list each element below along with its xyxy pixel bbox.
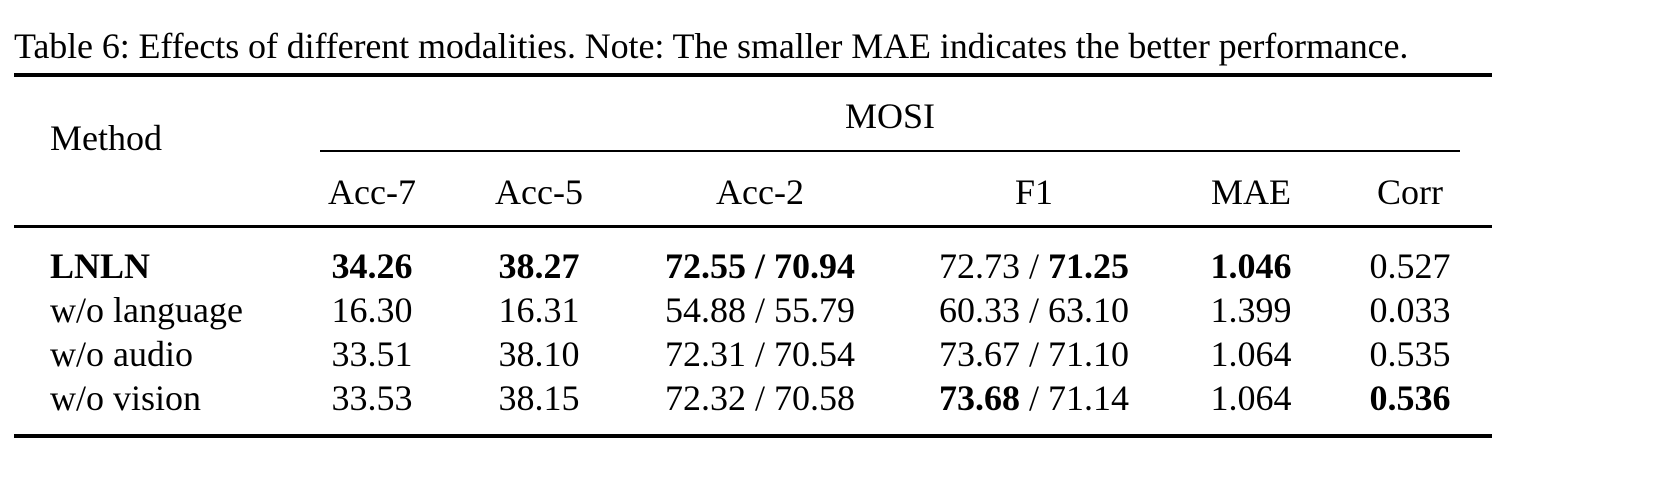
row-method: LNLN xyxy=(50,246,151,286)
cell-value: 72.32 / 70.58 xyxy=(664,378,856,418)
cell-value: 1.046 xyxy=(1210,246,1292,286)
table-cell: 73.68 / 71.14 xyxy=(939,378,1129,418)
cell-value: 1.064 xyxy=(1210,378,1292,418)
table-cell: 1.064 xyxy=(1211,334,1292,374)
cell-value: 71.25 xyxy=(1048,246,1130,286)
cell-value: 54.88 / 55.79 xyxy=(664,290,856,330)
bottom-rule xyxy=(14,434,1492,438)
cell-value: 34.26 xyxy=(331,246,413,286)
cell-value: 0.527 xyxy=(1369,246,1451,286)
table-caption: Table 6: Effects of different modalities… xyxy=(14,26,1409,66)
table-cell: 54.88 / 55.79 xyxy=(665,290,855,330)
cell-value: 0.536 xyxy=(1369,378,1451,418)
table-cell: 16.31 xyxy=(499,290,580,330)
cell-value: 0.535 xyxy=(1369,334,1451,374)
cell-value: 72.55 / 70.94 xyxy=(664,246,856,286)
cell-value: 1.064 xyxy=(1210,334,1292,374)
mid-rule xyxy=(14,225,1492,228)
cell-value: 16.31 xyxy=(498,290,580,330)
table-cell: 0.527 xyxy=(1370,246,1451,286)
row-method: w/o vision xyxy=(50,378,202,418)
row-method: w/o language xyxy=(50,290,243,330)
column-header: Corr xyxy=(1377,172,1443,212)
table-cell: 38.27 xyxy=(499,246,580,286)
table-cell: 38.15 xyxy=(499,378,580,418)
table-cell: 34.26 xyxy=(332,246,413,286)
table-cell: 60.33 / 63.10 xyxy=(939,290,1129,330)
group-header-mosi: MOSI xyxy=(844,96,936,136)
table-cell: 72.73 / 71.25 xyxy=(939,246,1129,286)
column-header: F1 xyxy=(1014,172,1054,212)
cell-value: 1.399 xyxy=(1210,290,1292,330)
table-cell: 72.32 / 70.58 xyxy=(665,378,855,418)
column-header: Acc-5 xyxy=(495,172,583,212)
table-cell: 1.399 xyxy=(1211,290,1292,330)
cell-value: 72.73 / xyxy=(938,246,1049,286)
table-cell: 33.53 xyxy=(332,378,413,418)
table-cell: 16.30 xyxy=(332,290,413,330)
top-rule xyxy=(14,73,1492,77)
cell-value: 73.67 / 71.10 xyxy=(938,334,1130,374)
row-method: w/o audio xyxy=(50,334,193,374)
table-cell: 1.064 xyxy=(1211,378,1292,418)
group-underline xyxy=(320,150,1460,152)
table-cell: 0.535 xyxy=(1370,334,1451,374)
cell-value: 38.15 xyxy=(498,378,580,418)
cell-value: 73.68 xyxy=(938,378,1020,418)
cell-value: 33.51 xyxy=(331,334,413,374)
cell-value: 72.31 / 70.54 xyxy=(664,334,856,374)
table-cell: 33.51 xyxy=(332,334,413,374)
table-cell: 72.31 / 70.54 xyxy=(665,334,855,374)
table-cell: 1.046 xyxy=(1211,246,1292,286)
method-header: Method xyxy=(50,118,162,158)
cell-value: 16.30 xyxy=(331,290,413,330)
cell-value: 38.10 xyxy=(498,334,580,374)
table-cell: 72.55 / 70.94 xyxy=(665,246,855,286)
cell-value: 0.033 xyxy=(1369,290,1451,330)
column-header: MAE xyxy=(1211,172,1291,212)
cell-value: 33.53 xyxy=(331,378,413,418)
cell-value: 60.33 / 63.10 xyxy=(938,290,1130,330)
cell-value: 38.27 xyxy=(498,246,580,286)
column-header: Acc-7 xyxy=(328,172,416,212)
column-header: Acc-2 xyxy=(716,172,804,212)
table-cell: 0.536 xyxy=(1370,378,1451,418)
table-cell: 38.10 xyxy=(499,334,580,374)
table-cell: 73.67 / 71.10 xyxy=(939,334,1129,374)
cell-value: / 71.14 xyxy=(1019,378,1130,418)
table-cell: 0.033 xyxy=(1370,290,1451,330)
